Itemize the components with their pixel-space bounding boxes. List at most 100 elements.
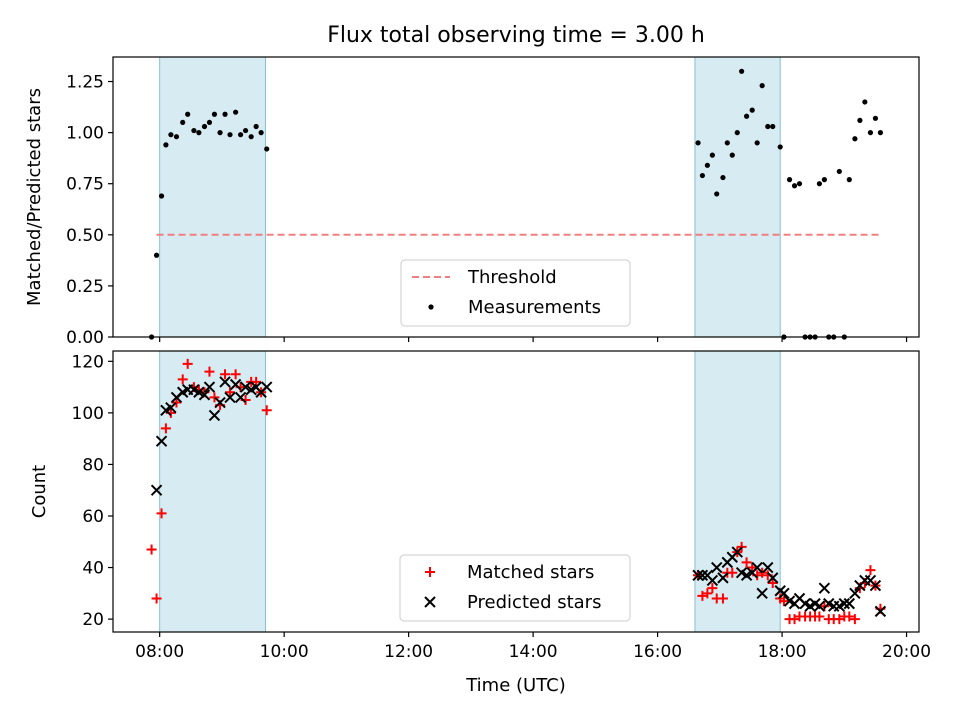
y-tick-label: 100: [72, 404, 104, 424]
predicted-stars-point: [214, 396, 226, 409]
ratio-y-axis-label: Matched/Predicted stars: [24, 88, 45, 306]
predicted-stars-point: [762, 561, 774, 574]
predicted-stars-point: [208, 409, 221, 422]
measurements-point: [201, 123, 208, 130]
measurements-point: [867, 130, 874, 136]
measurements-point: [168, 132, 174, 138]
y-tick-label: 0.75: [66, 175, 104, 195]
matched-stars-point: [230, 369, 241, 380]
predicted-stars-point: [740, 569, 753, 581]
predicted-stars-point: [224, 391, 236, 404]
matched-stars-point: [146, 544, 157, 555]
predicted-stars-point: [843, 597, 855, 610]
count-legend: Matched stars Predicted stars: [399, 554, 631, 622]
matched-stars-point: [819, 601, 830, 612]
measurements-point: [248, 134, 254, 140]
matched-stars-point: [767, 578, 778, 589]
measurements-point: [173, 134, 180, 140]
measurements-point: [765, 123, 771, 130]
predicted-stars-point: [751, 561, 763, 574]
observing-window-shade: [159, 56, 266, 338]
x-tick-label: 08:00: [135, 642, 184, 662]
measurements-point: [872, 115, 879, 121]
predicted-stars-point: [155, 435, 168, 447]
measurements-point: [180, 119, 186, 126]
measurements-point: [852, 136, 858, 142]
predicted-stars-point: [234, 391, 247, 404]
x-tick-label: 18:00: [758, 642, 807, 662]
matched-stars-point: [707, 583, 718, 594]
predicted-stars-point: [874, 605, 887, 618]
predicted-stars-point: [193, 386, 205, 398]
measurements-point: [185, 111, 191, 117]
predicted-stars-point: [756, 587, 768, 600]
predicted-stars-point: [706, 574, 719, 587]
measurements-point: [237, 132, 244, 138]
x-tick-label: 14:00: [509, 642, 558, 662]
y-tick-label: 40: [82, 559, 104, 579]
matched-stars-point: [151, 593, 162, 604]
measurements-point: [695, 140, 701, 146]
predicted-stars-point: [229, 378, 242, 391]
y-tick-label: 1.00: [66, 124, 104, 144]
predicted-stars-point: [696, 569, 709, 581]
measurements-point: [816, 181, 823, 187]
y-tick-label: 0.00: [66, 328, 104, 348]
measurements-point: [836, 168, 842, 175]
matched-stars-point: [204, 366, 215, 377]
measurements-legend-label: Measurements: [468, 297, 601, 318]
y-tick-label: 0.25: [66, 277, 104, 297]
measurements-point: [222, 111, 228, 117]
matched-stars-point: [220, 369, 231, 380]
predicted-stars-legend-handle: [424, 596, 436, 608]
measurements-point: [242, 127, 249, 134]
predicted-stars-point: [838, 597, 851, 610]
observing-window-shade: [159, 350, 266, 633]
measurements-point: [196, 130, 202, 136]
measurements-point: [734, 130, 740, 136]
x-tick-label: 16:00: [633, 642, 682, 662]
matched-stars-point: [261, 405, 272, 416]
legend-box: [400, 259, 631, 327]
predicted-stars-point: [150, 484, 163, 496]
measurements-point: [754, 140, 760, 146]
count-panel: 20 40 60 80 100 120 08:00 10:00 12:00 14:00 16:00 1…: [29, 350, 931, 696]
matched-stars-point: [702, 588, 713, 599]
predicted-stars-point: [203, 381, 216, 393]
predicted-stars-point: [849, 587, 861, 600]
measurements-point: [743, 113, 750, 119]
measurements-point: [227, 132, 233, 138]
measurements-point: [253, 123, 259, 130]
predicted-stars-point: [711, 561, 723, 574]
chart-title: Flux total observing time = 3.00 h: [327, 23, 705, 48]
measurements-legend-handle: [428, 304, 434, 310]
ratio-panel: 0.00 0.25 0.50 0.75 1.00 1.25 Matched/Predict…: [24, 56, 920, 348]
count-panel-frame: [112, 350, 920, 633]
predicted-stars-point: [731, 546, 743, 558]
measurements-point: [264, 146, 270, 152]
measurements-point: [759, 83, 765, 89]
x-tick-label: 12:00: [384, 642, 433, 662]
predicted-stars-point: [869, 579, 882, 592]
matched-stars-point: [778, 596, 789, 607]
measurements-point: [729, 152, 735, 158]
matched-stars-legend-handle: [425, 567, 435, 577]
matched-stars-point: [814, 611, 825, 622]
matched-stars-point: [160, 423, 171, 434]
matched-stars-point: [849, 614, 860, 625]
measurements-point: [709, 152, 715, 158]
predicted-stars-point: [165, 402, 177, 414]
y-tick-label: 80: [82, 455, 104, 475]
measurements-point: [796, 181, 803, 187]
predicted-stars-point: [818, 582, 831, 594]
measurements-point: [720, 174, 726, 181]
predicted-stars-point: [692, 569, 704, 581]
matched-stars-point: [844, 611, 855, 622]
y-tick-label: 60: [82, 507, 104, 527]
measurements-point: [714, 191, 720, 197]
y-tick-label: 0.50: [66, 226, 104, 246]
measurements-point: [211, 111, 218, 117]
observing-window-shade: [694, 56, 781, 338]
y-tick-label: 120: [72, 352, 104, 372]
